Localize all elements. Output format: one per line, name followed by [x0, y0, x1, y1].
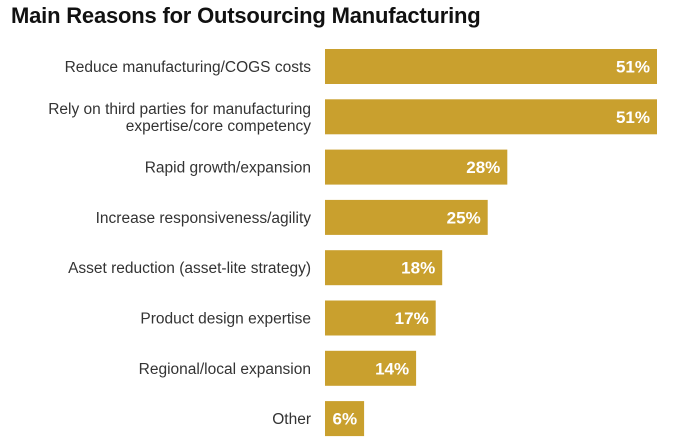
value-labels-group: 51% 51% 28% 25% 18% 17% 14% 6% [333, 58, 650, 429]
category-label-2: Rely on third parties for manufacturing e… [48, 101, 311, 135]
category-label-1: Reduce manufacturing/COGS costs [65, 59, 312, 76]
category-label-8: Other [272, 411, 311, 428]
value-label-7: 14% [375, 359, 409, 378]
bar-2 [325, 99, 657, 135]
bar-6 [325, 300, 436, 336]
bar-8 [325, 401, 365, 437]
value-label-1: 51% [616, 58, 650, 77]
bars-group [325, 49, 657, 437]
bar-5 [325, 250, 443, 286]
category-label-6: Product design expertise [140, 311, 311, 328]
value-label-8: 6% [333, 410, 358, 429]
chart-title: Main Reasons for Outsourcing Manufacturi… [11, 3, 481, 28]
category-label-4: Increase responsiveness/agility [96, 210, 312, 227]
bar-7 [325, 350, 417, 386]
bar-1 [325, 49, 657, 84]
value-label-2: 51% [616, 108, 650, 127]
bar-3 [325, 149, 508, 185]
value-label-6: 17% [395, 309, 429, 328]
category-label-7: Regional/local expansion [139, 361, 311, 378]
value-label-3: 28% [466, 158, 500, 177]
value-label-5: 18% [401, 259, 435, 278]
category-labels-group: Reduce manufacturing/COGS costs Rely on t… [48, 59, 311, 428]
category-label-5: Asset reduction (asset-lite strategy) [68, 260, 311, 277]
bar-4 [325, 199, 488, 235]
value-label-4: 25% [447, 208, 481, 227]
category-label-3: Rapid growth/expansion [145, 160, 311, 177]
